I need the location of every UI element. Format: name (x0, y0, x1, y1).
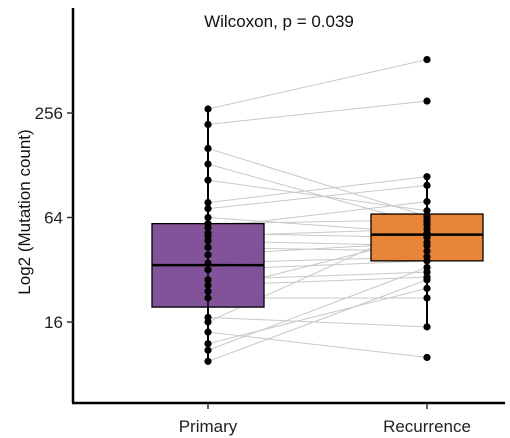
data-point-primary (204, 276, 212, 284)
data-point-primary (204, 237, 212, 245)
data-point-recurrence (423, 263, 431, 272)
pair-line (207, 59, 428, 110)
data-point-primary (204, 223, 212, 232)
data-point-recurrence (423, 247, 431, 255)
data-point-recurrence (423, 173, 431, 181)
pair-line (207, 179, 428, 212)
axes: 16 64 256 Primary Recurrence (35, 8, 505, 436)
data-point-recurrence (423, 257, 431, 265)
data-point-primary (204, 357, 212, 365)
data-point-primary (204, 144, 212, 153)
data-point-recurrence (423, 353, 431, 362)
pair-line (207, 287, 428, 345)
data-point-recurrence (423, 276, 431, 284)
data-point-primary (204, 266, 212, 274)
x-tick-label: Recurrence (383, 417, 471, 436)
pair-line (207, 184, 428, 210)
data-point-primary (204, 294, 212, 302)
data-point-primary (204, 205, 212, 213)
pair-line (207, 147, 428, 217)
pair-line (207, 266, 428, 351)
data-point-primary (204, 198, 212, 207)
chart-annotation: Wilcoxon, p = 0.039 (204, 12, 354, 31)
data-point-recurrence (423, 198, 431, 206)
y-tick-label: 16 (44, 313, 63, 332)
data-point-recurrence (423, 294, 431, 302)
data-point-primary (204, 281, 212, 290)
data-point-recurrence (423, 97, 431, 105)
pair-line (207, 279, 428, 362)
data-point-primary (204, 340, 212, 348)
pair-lines (207, 59, 428, 362)
data-point-recurrence (423, 55, 431, 64)
x-tick-label: Primary (179, 417, 238, 436)
y-tick-label: 64 (44, 209, 63, 228)
data-point-recurrence (423, 181, 431, 189)
data-point-recurrence (423, 232, 431, 240)
data-point-recurrence (423, 225, 431, 233)
points (204, 55, 431, 365)
data-point-recurrence (423, 238, 431, 246)
data-point-primary (204, 328, 212, 336)
y-tick-label: 256 (35, 104, 63, 123)
data-point-primary (204, 318, 212, 326)
pair-line (207, 100, 428, 125)
data-point-recurrence (423, 218, 431, 226)
data-point-primary (204, 259, 212, 267)
data-point-primary (204, 251, 212, 259)
data-point-primary (204, 160, 212, 168)
data-point-recurrence (423, 323, 431, 331)
data-point-primary (204, 213, 212, 222)
y-axis-title: Log2 (Mutation count) (15, 129, 34, 294)
data-point-primary (204, 346, 212, 354)
data-point-primary (204, 105, 212, 113)
pair-line (207, 316, 428, 328)
data-point-primary (204, 120, 212, 129)
data-point-primary (204, 176, 212, 184)
pair-line (207, 176, 428, 204)
data-point-recurrence (423, 284, 431, 292)
data-point-recurrence (423, 207, 431, 215)
data-point-primary (204, 243, 212, 252)
data-point-primary (204, 287, 212, 296)
